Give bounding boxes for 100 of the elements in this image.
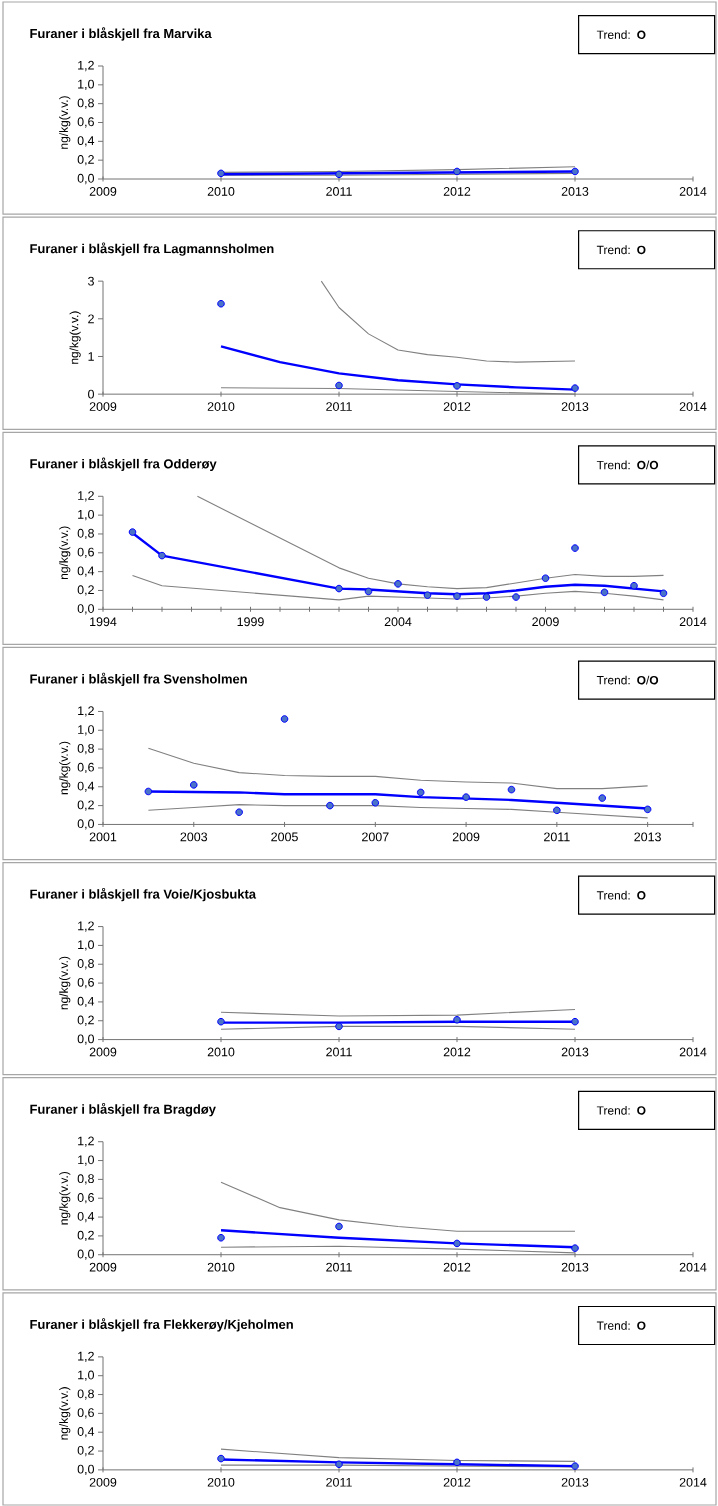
x-tick-label: 2010 xyxy=(207,1047,235,1057)
y-tick-label: 0,0 xyxy=(77,1034,94,1045)
x-tick-label: 2007 xyxy=(362,832,389,842)
x-tick-label: 2010 xyxy=(207,187,235,196)
y-axis-title: ng/kg(v.v.) xyxy=(59,526,71,580)
x-tick-label: 2014 xyxy=(679,1262,707,1272)
chart-title: Furaner i blåskjell fra Odderøy xyxy=(30,457,217,471)
y-axis-title: ng/kg(v.v.) xyxy=(59,1171,71,1225)
x-tick-label: 2009 xyxy=(452,832,480,842)
y-tick-label: 1,0 xyxy=(78,509,94,521)
x-tick-label: 2001 xyxy=(89,832,117,842)
x-tick-label: 2009 xyxy=(89,187,117,196)
x-tick-label: 2011 xyxy=(326,1047,352,1057)
text: Trend: O/O xyxy=(596,675,659,685)
x-tick-label: 2003 xyxy=(180,832,208,842)
y-tick-label: 0,6 xyxy=(77,1193,94,1204)
x-tick-label: 2014 xyxy=(679,402,707,411)
y-tick-label: 1,2 xyxy=(78,60,94,72)
y-tick-label: 1,2 xyxy=(78,921,94,932)
y-axis-title: ng/kg(v.v.) xyxy=(59,1387,71,1440)
y-tick-label: 1,0 xyxy=(78,1370,94,1381)
y-tick-label: 0,6 xyxy=(77,762,94,774)
y-tick-label: 2 xyxy=(88,314,94,324)
text: Trend: O xyxy=(596,1321,646,1330)
x-tick-label: 2009 xyxy=(89,402,117,411)
x-tick-label: 2009 xyxy=(532,617,559,627)
y-tick-label: 1 xyxy=(88,352,94,361)
y-tick-label: 0,0 xyxy=(77,173,94,185)
x-tick-label: 2014 xyxy=(679,1477,707,1487)
y-tick-label: 0,2 xyxy=(77,585,94,596)
chart-title: Furaner i blåskjell fra Lagmannsholmen xyxy=(30,242,274,256)
x-tick-label: 2013 xyxy=(634,832,661,842)
y-tick-label: 0,2 xyxy=(77,1230,94,1242)
text: Trend: O xyxy=(596,30,646,39)
y-tick-label: 0,8 xyxy=(77,959,94,970)
chart-title: Furaner i blåskjell fra Svensholmen xyxy=(30,672,247,687)
y-tick-label: 0,4 xyxy=(77,781,95,792)
chart-title: Furaner i blåskjell fra Marvika xyxy=(30,27,212,41)
y-tick-label: 0,6 xyxy=(77,117,94,128)
y-axis-title: ng/kg(v.v.) xyxy=(59,741,71,795)
chart-title: Furaner i blåskjell fra Flekkerøy/Kjeholmen xyxy=(30,1318,293,1332)
x-tick-label: 2013 xyxy=(561,1262,589,1272)
x-tick-label: 2012 xyxy=(443,402,471,411)
y-tick-label: 0,0 xyxy=(77,1464,94,1476)
x-tick-label: 2013 xyxy=(561,1047,589,1057)
x-tick-label: 2009 xyxy=(89,1047,117,1057)
x-tick-label: 2013 xyxy=(561,402,589,411)
y-tick-label: 0,8 xyxy=(77,98,94,109)
x-tick-label: 2010 xyxy=(207,1262,235,1272)
x-tick-label: 2011 xyxy=(326,1477,352,1487)
y-tick-label: 0,8 xyxy=(77,1389,94,1400)
y-tick-label: 0,4 xyxy=(77,1427,95,1438)
chart-title: Furaner i blåskjell fra Voie/Kjosbukta xyxy=(30,887,257,902)
x-tick-label: 2014 xyxy=(679,187,707,196)
y-tick-label: 1,0 xyxy=(78,1155,94,1166)
y-tick-label: 0,8 xyxy=(77,743,94,755)
x-tick-label: 2012 xyxy=(443,1262,471,1272)
y-tick-label: 0,8 xyxy=(77,528,94,540)
y-tick-label: 0,2 xyxy=(77,155,94,166)
x-tick-label: 2012 xyxy=(443,1047,471,1057)
y-axis-title: ng/kg(v.v.) xyxy=(69,311,81,364)
x-tick-label: 2011 xyxy=(544,832,570,842)
x-tick-label: 1994 xyxy=(90,617,117,627)
x-tick-label: 2012 xyxy=(443,1477,471,1487)
y-tick-label: 1,2 xyxy=(78,1136,94,1147)
y-tick-label: 0,0 xyxy=(77,819,95,830)
y-tick-label: 0,8 xyxy=(77,1174,94,1185)
x-tick-label: 2004 xyxy=(384,617,412,627)
y-tick-label: 1,2 xyxy=(78,491,94,502)
y-tick-label: 1,2 xyxy=(78,1351,94,1363)
y-tick-label: 0,2 xyxy=(77,1445,94,1457)
y-tick-label: 1,0 xyxy=(78,725,95,736)
text: Trend: O xyxy=(596,245,646,255)
y-tick-label: 0,6 xyxy=(77,977,94,989)
x-tick-label: 2009 xyxy=(89,1477,117,1487)
x-tick-label: 1999 xyxy=(237,617,264,627)
y-axis-title: ng/kg(v.v.) xyxy=(59,96,71,149)
y-tick-label: 0,6 xyxy=(77,547,94,558)
text: Trend: O/O xyxy=(596,460,659,470)
y-tick-label: 0,4 xyxy=(77,136,95,147)
chart-title: Furaner i blåskjell fra Bragdøy xyxy=(30,1103,216,1117)
text: Trend: O xyxy=(596,1105,646,1115)
x-tick-label: 2010 xyxy=(207,402,235,411)
y-tick-label: 0,4 xyxy=(77,566,95,577)
y-tick-label: 3 xyxy=(88,276,94,286)
x-tick-label: 2013 xyxy=(561,1477,589,1487)
x-tick-label: 2011 xyxy=(326,187,352,196)
y-tick-label: 0,2 xyxy=(77,800,94,811)
y-tick-label: 1,0 xyxy=(78,79,94,90)
x-tick-label: 2011 xyxy=(326,402,352,411)
x-tick-label: 2014 xyxy=(679,617,707,627)
y-tick-label: 0,2 xyxy=(77,1015,94,1026)
x-tick-label: 2010 xyxy=(207,1477,235,1487)
y-tick-label: 0,4 xyxy=(77,996,95,1008)
text: Trend: O xyxy=(596,890,646,900)
y-tick-label: 0 xyxy=(88,389,94,399)
x-tick-label: 2009 xyxy=(89,1262,117,1272)
x-tick-label: 2012 xyxy=(443,187,471,196)
y-tick-label: 0,4 xyxy=(77,1211,95,1223)
y-tick-label: 1,2 xyxy=(78,706,94,717)
